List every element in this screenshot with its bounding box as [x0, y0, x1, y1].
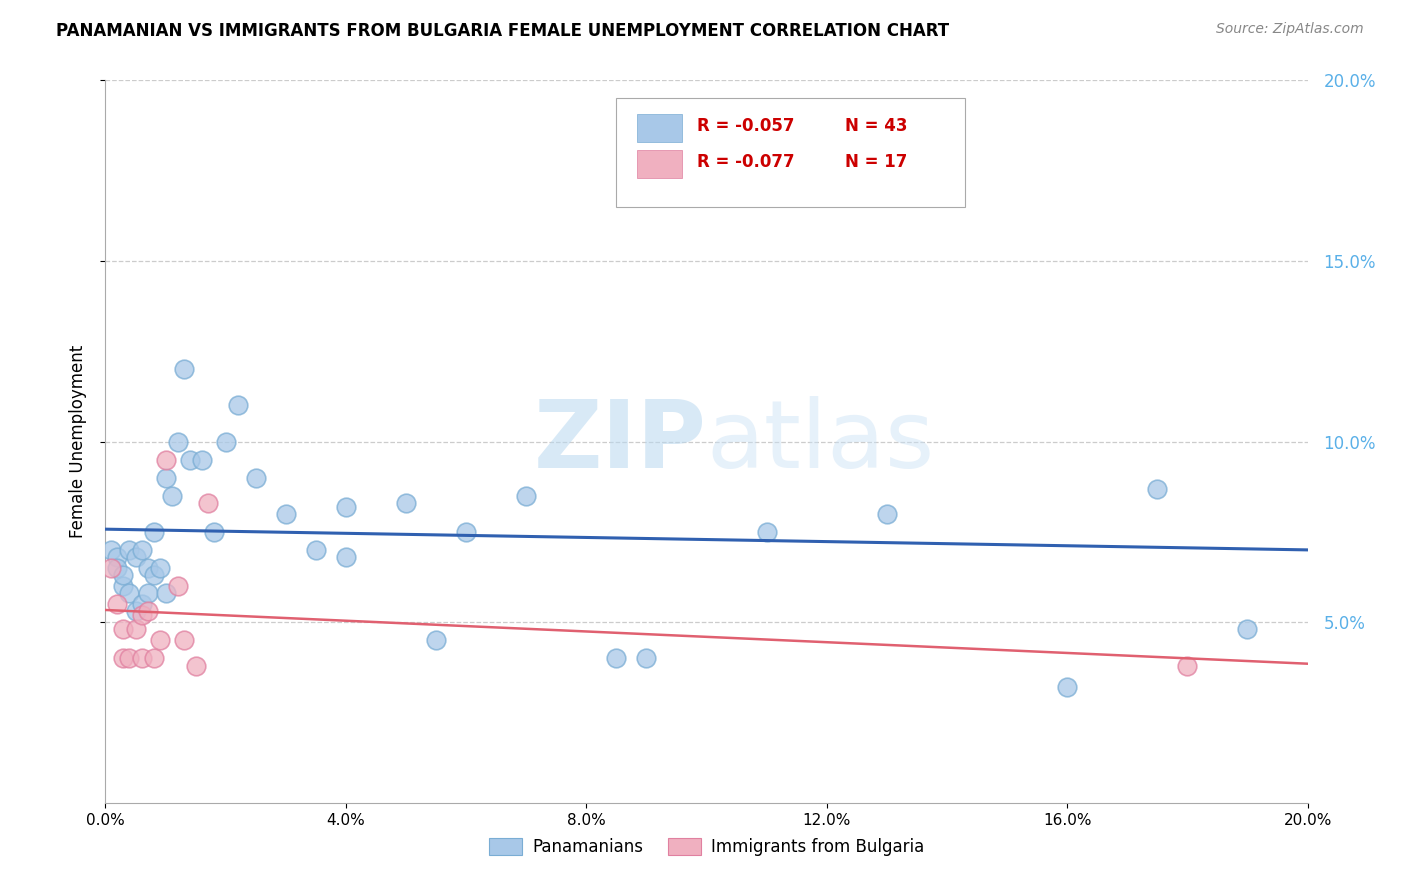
- Point: [131, 597, 153, 611]
- Point: [112, 623, 135, 637]
- Point: [202, 524, 225, 539]
- Point: [1146, 482, 1168, 496]
- Point: [148, 561, 170, 575]
- Point: [118, 651, 141, 665]
- Point: [335, 550, 357, 565]
- Point: [226, 398, 249, 412]
- Point: [1175, 658, 1198, 673]
- Point: [142, 524, 165, 539]
- Point: [190, 452, 212, 467]
- Point: [155, 471, 177, 485]
- Point: [605, 651, 627, 665]
- Text: R = -0.077: R = -0.077: [697, 153, 794, 171]
- Point: [155, 452, 177, 467]
- Point: [112, 568, 135, 582]
- FancyBboxPatch shape: [637, 114, 682, 142]
- Point: [274, 507, 297, 521]
- Point: [184, 658, 207, 673]
- Point: [118, 586, 141, 600]
- Point: [1056, 680, 1078, 694]
- Point: [335, 500, 357, 514]
- Point: [107, 597, 129, 611]
- Point: [454, 524, 477, 539]
- Point: [136, 586, 159, 600]
- Point: [515, 489, 537, 503]
- Point: [305, 542, 328, 557]
- Point: [160, 489, 183, 503]
- Point: [425, 633, 447, 648]
- Point: [245, 471, 267, 485]
- Point: [124, 550, 146, 565]
- Point: [1236, 623, 1258, 637]
- Point: [155, 586, 177, 600]
- Point: [179, 452, 201, 467]
- Point: [214, 434, 236, 449]
- Text: PANAMANIAN VS IMMIGRANTS FROM BULGARIA FEMALE UNEMPLOYMENT CORRELATION CHART: PANAMANIAN VS IMMIGRANTS FROM BULGARIA F…: [56, 22, 949, 40]
- Point: [142, 651, 165, 665]
- Legend: Panamanians, Immigrants from Bulgaria: Panamanians, Immigrants from Bulgaria: [482, 831, 931, 863]
- Point: [107, 561, 129, 575]
- Point: [696, 163, 718, 178]
- Point: [131, 651, 153, 665]
- Text: Source: ZipAtlas.com: Source: ZipAtlas.com: [1216, 22, 1364, 37]
- Point: [112, 579, 135, 593]
- Point: [166, 579, 188, 593]
- Text: N = 17: N = 17: [845, 153, 907, 171]
- Point: [173, 362, 195, 376]
- Text: atlas: atlas: [707, 395, 935, 488]
- Y-axis label: Female Unemployment: Female Unemployment: [69, 345, 87, 538]
- Point: [118, 542, 141, 557]
- Point: [112, 651, 135, 665]
- Point: [755, 524, 778, 539]
- Point: [136, 561, 159, 575]
- Point: [100, 542, 122, 557]
- FancyBboxPatch shape: [616, 98, 965, 207]
- Text: ZIP: ZIP: [534, 395, 707, 488]
- Point: [124, 604, 146, 618]
- Point: [124, 623, 146, 637]
- Point: [131, 542, 153, 557]
- Point: [148, 633, 170, 648]
- Point: [100, 561, 122, 575]
- Point: [636, 651, 658, 665]
- Point: [395, 496, 418, 510]
- Point: [136, 604, 159, 618]
- Text: R = -0.057: R = -0.057: [697, 117, 794, 135]
- Point: [142, 568, 165, 582]
- Point: [131, 607, 153, 622]
- Point: [166, 434, 188, 449]
- FancyBboxPatch shape: [637, 151, 682, 178]
- Point: [173, 633, 195, 648]
- Text: N = 43: N = 43: [845, 117, 907, 135]
- Point: [197, 496, 219, 510]
- Point: [876, 507, 898, 521]
- Point: [107, 550, 129, 565]
